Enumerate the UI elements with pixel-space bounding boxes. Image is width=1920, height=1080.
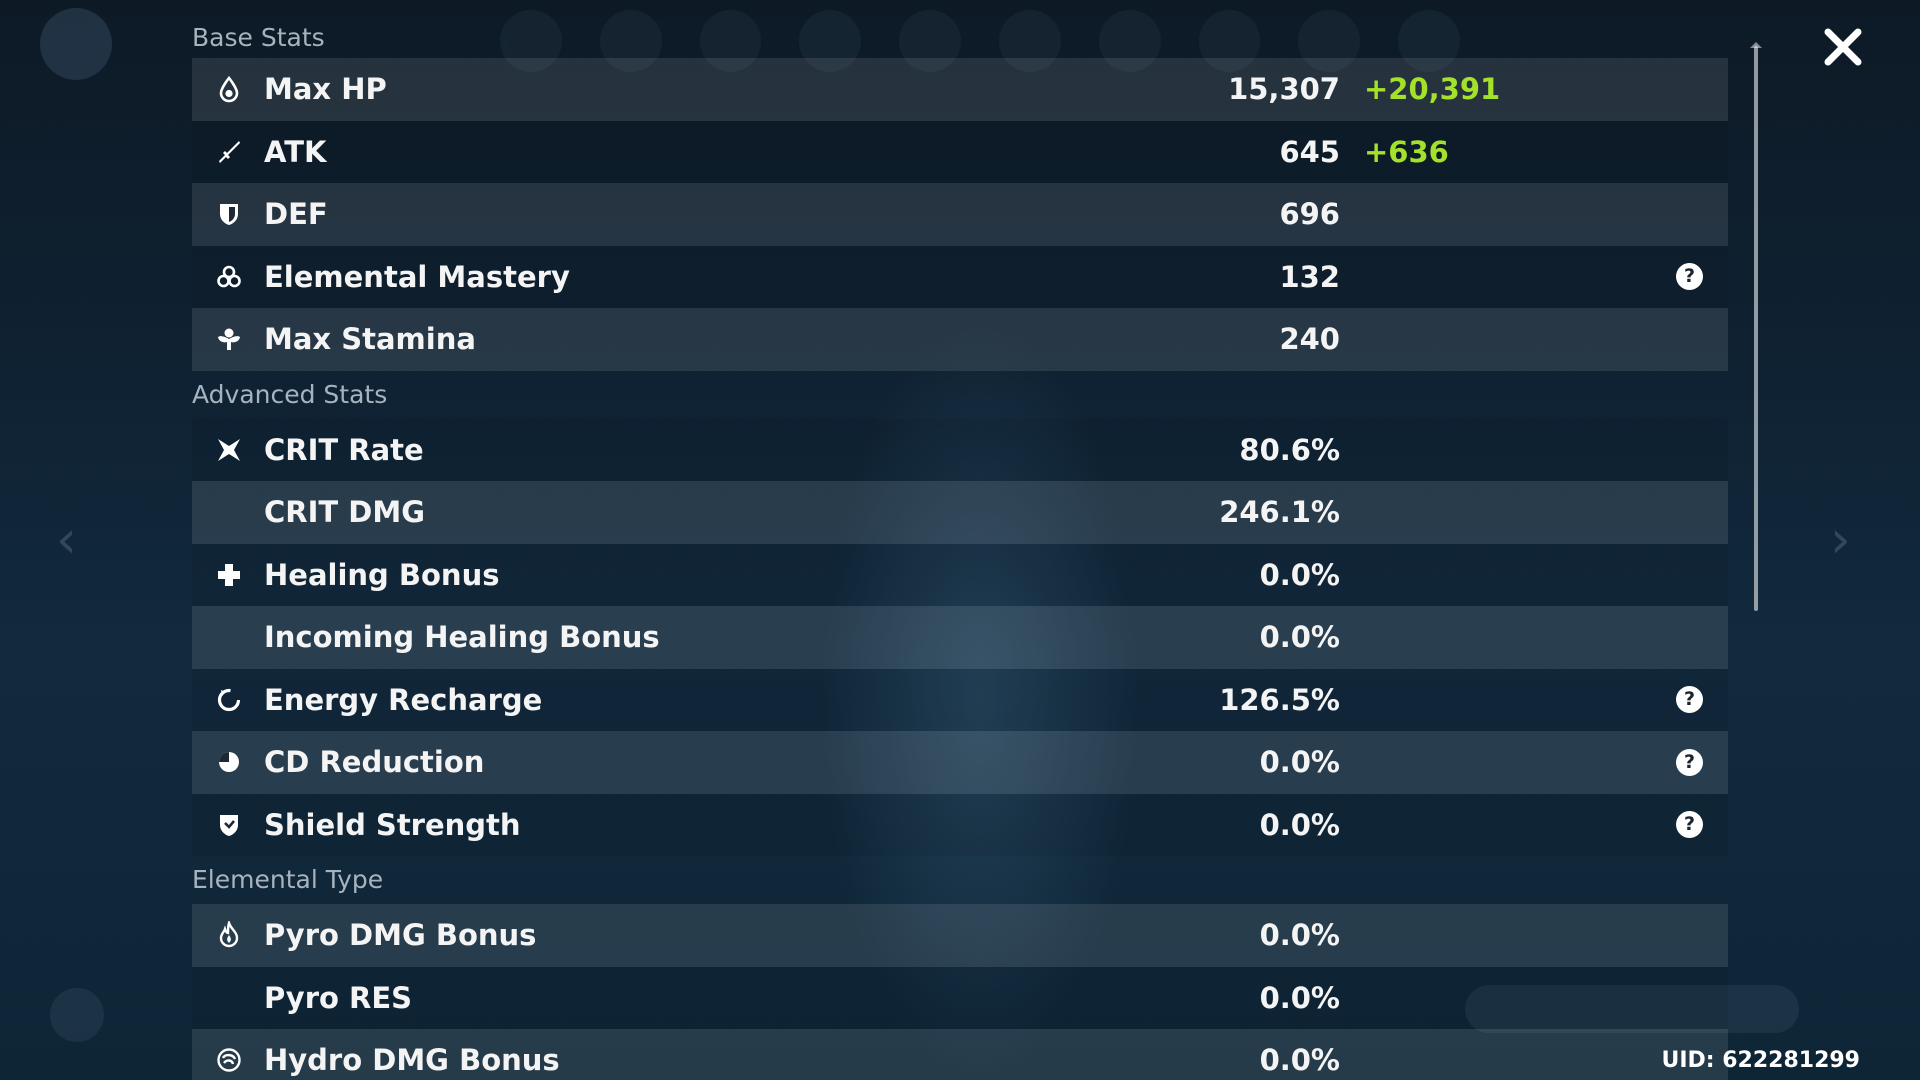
stat-label: Elemental Mastery — [264, 259, 570, 294]
help-icon[interactable]: ? — [1676, 748, 1703, 776]
prev-character-arrow-icon: ‹ — [56, 510, 77, 570]
stat-value: 132 — [1279, 259, 1340, 294]
stat-label: CRIT DMG — [264, 495, 426, 530]
next-character-arrow-icon: › — [1830, 510, 1851, 570]
stamina-icon — [214, 324, 244, 354]
stat-bonus: +636 — [1364, 134, 1449, 169]
stat-row-atk: ATK 645 +636 — [192, 120, 1728, 183]
dressing-room-background — [1465, 985, 1799, 1033]
stat-row-max-stamina: Max Stamina 240 — [192, 308, 1728, 371]
hydro-icon — [214, 1045, 244, 1075]
stat-label: Pyro DMG Bonus — [264, 918, 537, 953]
stat-row-healing-bonus: Healing Bonus 0.0% — [192, 543, 1728, 606]
stat-bonus: +20,391 — [1364, 72, 1501, 107]
character-silhouette-background — [820, 320, 1140, 1080]
stat-row-crit-dmg: CRIT DMG 246.1% — [192, 481, 1728, 544]
stat-value: 0.0% — [1259, 557, 1340, 592]
stat-label: CD Reduction — [264, 745, 485, 780]
shield-icon — [214, 199, 244, 229]
cross-icon — [214, 560, 244, 590]
stat-row-max-hp: Max HP 15,307 +20,391 — [192, 58, 1728, 121]
stat-label: Pyro RES — [264, 980, 413, 1015]
game-logo — [40, 8, 112, 80]
stat-value: 0.0% — [1259, 620, 1340, 655]
stat-value: 0.0% — [1259, 918, 1340, 953]
stat-row-energy-recharge: Energy Recharge 126.5% ? — [192, 668, 1728, 731]
scrollbar[interactable] — [1754, 46, 1758, 611]
section-base-stats: Base Stats — [192, 23, 325, 52]
menu-corner-background — [50, 988, 104, 1042]
help-icon[interactable]: ? — [1676, 686, 1703, 714]
section-elemental-type: Elemental Type — [192, 865, 384, 894]
stat-value: 240 — [1279, 322, 1340, 357]
stat-row-elemental-mastery: Elemental Mastery 132 ? — [192, 245, 1728, 308]
close-icon[interactable] — [1822, 26, 1864, 68]
stat-row-cd-reduction: CD Reduction 0.0% ? — [192, 731, 1728, 794]
energy-recharge-icon — [214, 685, 244, 715]
stat-value: 80.6% — [1239, 432, 1340, 467]
hp-drop-icon — [214, 74, 244, 104]
stat-value: 645 — [1279, 134, 1340, 169]
pyro-icon — [214, 920, 244, 950]
party-portraits-background — [500, 10, 1460, 100]
sword-icon — [214, 137, 244, 167]
stat-label: Hydro DMG Bonus — [264, 1043, 560, 1078]
cd-reduction-icon — [214, 747, 244, 777]
stat-value: 0.0% — [1259, 1043, 1340, 1078]
crit-icon — [214, 435, 244, 465]
stat-value: 15,307 — [1228, 72, 1340, 107]
shield-strength-icon — [214, 810, 244, 840]
stat-value: 126.5% — [1219, 682, 1340, 717]
stat-value: 696 — [1279, 197, 1340, 232]
stat-row-pyro-res: Pyro RES 0.0% — [192, 966, 1728, 1029]
uid-label: UID: 622281299 — [1661, 1048, 1860, 1073]
stat-row-incoming-healing-bonus: Incoming Healing Bonus 0.0% — [192, 606, 1728, 669]
stat-label: Energy Recharge — [264, 682, 543, 717]
stat-value: 246.1% — [1219, 495, 1340, 530]
stat-label: ATK — [264, 134, 327, 169]
scrollbar-up-icon — [1750, 42, 1762, 48]
stat-label: Max HP — [264, 72, 387, 107]
stat-value: 0.0% — [1259, 807, 1340, 842]
stat-label: Incoming Healing Bonus — [264, 620, 660, 655]
stat-label: Shield Strength — [264, 807, 521, 842]
help-icon[interactable]: ? — [1676, 263, 1703, 291]
stat-label: Healing Bonus — [264, 557, 500, 592]
stat-label: CRIT Rate — [264, 432, 424, 467]
stat-value: 0.0% — [1259, 745, 1340, 780]
stat-row-pyro-dmg-bonus: Pyro DMG Bonus 0.0% — [192, 904, 1728, 967]
elemental-mastery-icon — [214, 262, 244, 292]
stat-row-hydro-dmg-bonus: Hydro DMG Bonus 0.0% — [192, 1029, 1728, 1080]
stat-label: Max Stamina — [264, 322, 476, 357]
stat-value: 0.0% — [1259, 980, 1340, 1015]
stat-row-def: DEF 696 — [192, 183, 1728, 246]
stat-row-crit-rate: CRIT Rate 80.6% — [192, 418, 1728, 481]
help-icon[interactable]: ? — [1676, 811, 1703, 839]
section-advanced-stats: Advanced Stats — [192, 379, 388, 409]
stats-panel: Base Stats Max HP 15,307 +20,391 ATK 645… — [192, 18, 1728, 1080]
stat-row-shield-strength: Shield Strength 0.0% ? — [192, 793, 1728, 856]
stat-label: DEF — [264, 197, 328, 232]
